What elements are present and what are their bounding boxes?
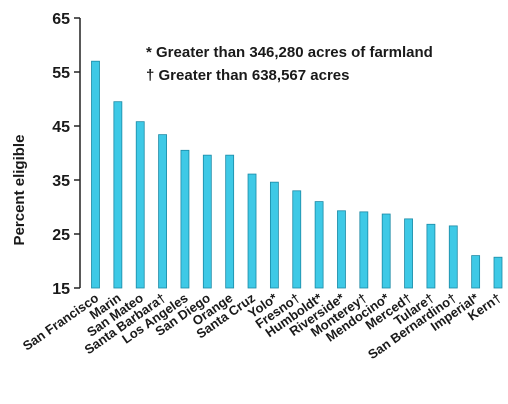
- bar: [426, 223, 436, 289]
- bar: [247, 173, 257, 289]
- bar: [269, 181, 279, 289]
- y-tick-label: 45: [52, 119, 70, 136]
- bar: [113, 101, 123, 289]
- y-tick-label: 35: [52, 173, 70, 190]
- y-tick-label: 55: [52, 65, 70, 82]
- bar: [337, 210, 346, 289]
- y-tick-label: 15: [52, 281, 70, 298]
- y-axis-title: Percent eligible: [11, 135, 28, 246]
- y-tick-label: 65: [52, 11, 70, 28]
- bar: [404, 218, 413, 289]
- bar: [180, 149, 190, 289]
- bar: [314, 201, 324, 289]
- bar: [91, 60, 100, 289]
- bar: [202, 154, 212, 289]
- y-tick-label: 25: [52, 227, 70, 244]
- bar: [135, 121, 145, 289]
- bar: [158, 134, 167, 289]
- bar: [381, 213, 391, 289]
- y-axis: 15 25 35 45 55 65: [52, 11, 81, 298]
- bar: [359, 211, 369, 289]
- bar: [493, 256, 503, 289]
- bar: [448, 225, 458, 289]
- bar: [225, 154, 235, 289]
- bar: [471, 255, 481, 289]
- annotation-acres-note: † Greater than 638,567 acres: [146, 67, 349, 84]
- bar: [292, 190, 302, 289]
- bars-group: [91, 60, 503, 289]
- annotation-farmland-note: * Greater than 346,280 acres of farmland: [146, 44, 433, 61]
